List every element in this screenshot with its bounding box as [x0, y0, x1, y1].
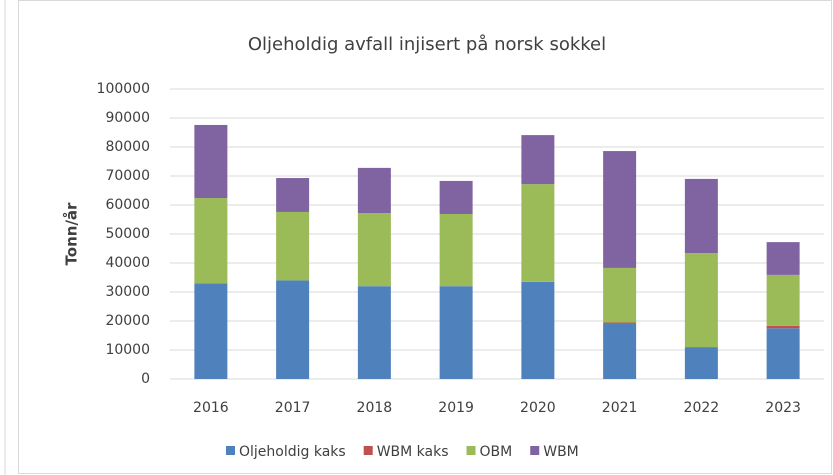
- bar-segment: [766, 328, 800, 379]
- bar-segment: [684, 347, 718, 379]
- bar-segment: [276, 211, 310, 281]
- legend-label: WBM kaks: [377, 444, 449, 460]
- y-tick-label: 30000: [105, 284, 150, 300]
- y-tick-label: 50000: [105, 226, 150, 242]
- y-tick-label: 90000: [105, 110, 150, 126]
- bar-segment: [766, 325, 800, 329]
- bar-segment: [603, 267, 637, 323]
- bar-segment: [276, 280, 310, 379]
- y-tick-label: 10000: [105, 342, 150, 358]
- bar-segment: [194, 124, 228, 199]
- bar-segment: [684, 253, 718, 348]
- bar-segment: [194, 283, 228, 379]
- y-tick-label: 100000: [97, 81, 150, 97]
- legend-swatch: [363, 446, 373, 455]
- bar-segment: [439, 213, 473, 287]
- x-tick-label: 2018: [357, 400, 393, 416]
- bar-segment: [357, 286, 391, 379]
- y-axis-title: Tonn/år: [63, 202, 81, 266]
- y-tick-label: 60000: [105, 197, 150, 213]
- x-tick-label: 2019: [438, 400, 474, 416]
- bar-segment: [276, 178, 310, 212]
- bar-segment: [439, 286, 473, 379]
- x-tick-label: 2020: [520, 400, 556, 416]
- bar-segment: [521, 184, 555, 282]
- bar-segment: [766, 242, 800, 275]
- bar-segment: [439, 180, 473, 214]
- bar-segment: [521, 135, 555, 185]
- x-tick-label: 2016: [193, 400, 229, 416]
- legend-label: OBM: [480, 444, 513, 460]
- y-tick-label: 40000: [105, 255, 150, 271]
- x-tick-label: 2017: [275, 400, 311, 416]
- bar-segment: [357, 167, 391, 214]
- legend-label: WBM: [543, 444, 579, 460]
- chart-title: Oljeholdig avfall injisert på norsk sokk…: [248, 34, 606, 55]
- y-tick-label: 70000: [105, 168, 150, 184]
- bar-segment: [521, 281, 555, 379]
- bar-segment: [684, 178, 718, 254]
- bar-segment: [603, 151, 637, 268]
- x-tick-label: 2021: [602, 400, 638, 416]
- y-tick-label: 80000: [105, 139, 150, 155]
- y-tick-label: 20000: [105, 313, 150, 329]
- bar-segment: [194, 198, 228, 284]
- bar-segment: [357, 213, 391, 287]
- legend-swatch: [226, 446, 235, 455]
- bar-segment: [603, 322, 637, 324]
- legend-label: Oljeholdig kaks: [239, 444, 346, 460]
- bar-segment: [766, 274, 800, 326]
- legend-swatch: [530, 446, 540, 455]
- x-tick-label: 2023: [765, 400, 801, 416]
- y-tick-label: 0: [141, 371, 150, 387]
- x-tick-label: 2022: [684, 400, 720, 416]
- legend-swatch: [466, 446, 476, 455]
- bar-segment: [603, 323, 637, 379]
